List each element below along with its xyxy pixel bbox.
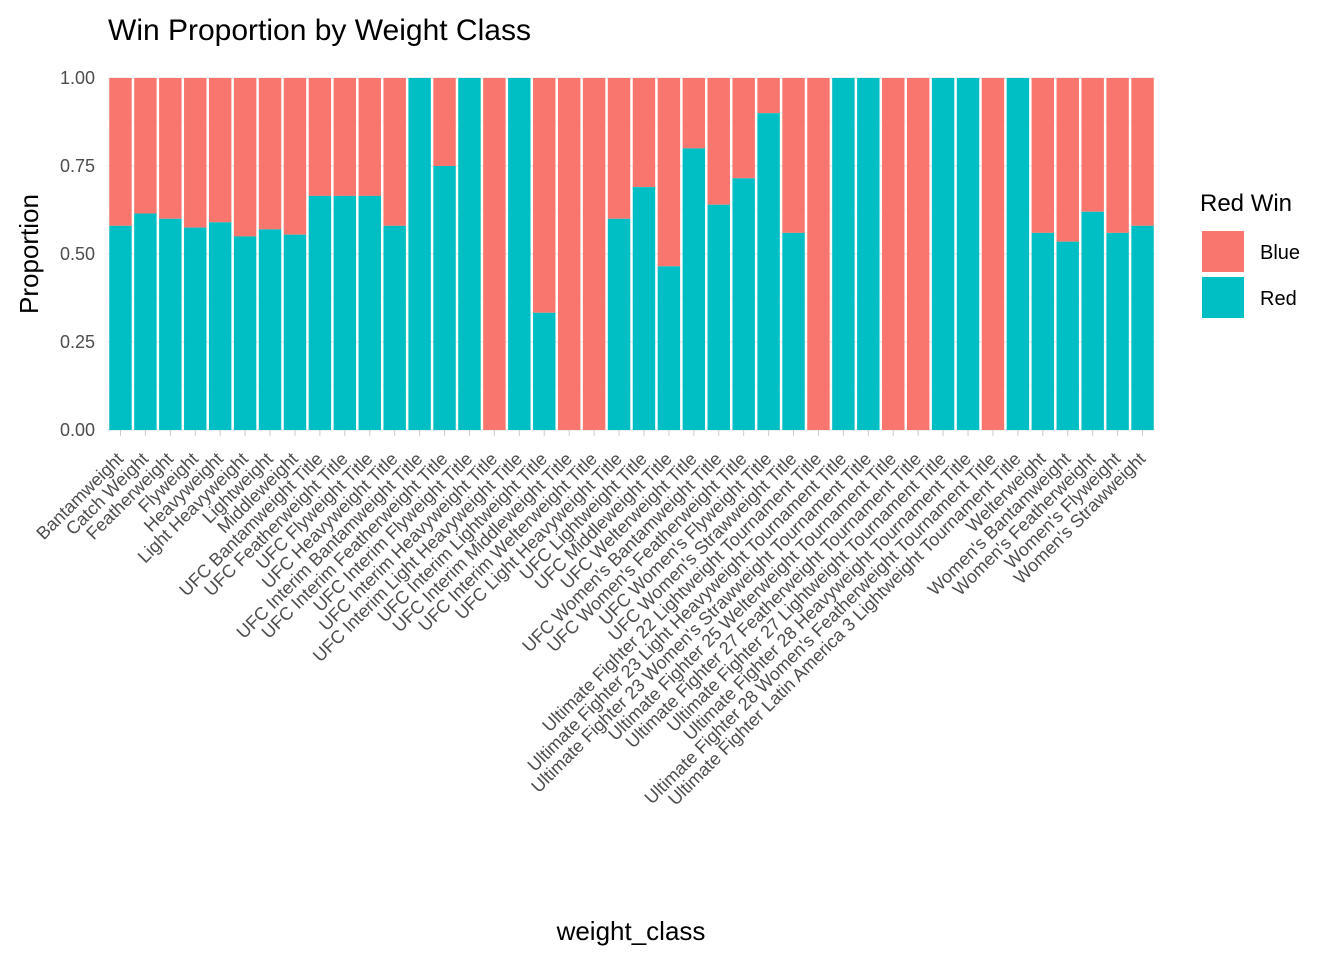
bar-segment-red (682, 148, 706, 430)
bar-segment-blue (533, 78, 556, 313)
bar-segment-blue (1106, 78, 1129, 233)
bar-segment-red (358, 195, 381, 430)
bar-segment-red (857, 78, 880, 430)
legend-key-blue (1202, 231, 1244, 272)
x-axis-title: weight_class (556, 916, 706, 946)
bar-segment-blue (757, 78, 780, 114)
bar-segment-blue (882, 78, 905, 430)
bar-segment-red (308, 195, 332, 430)
bar-segment-blue (433, 78, 456, 166)
bar-segment-blue (582, 78, 606, 430)
bars (109, 78, 1154, 430)
bar-segment-red (782, 232, 805, 430)
bar-segment-blue (109, 78, 132, 226)
y-tick-label: 1.00 (60, 68, 95, 88)
bar-segment-blue (208, 78, 232, 223)
bar-segment-red (134, 213, 157, 430)
bar-segment-blue (358, 78, 381, 196)
bar-segment-blue (607, 78, 631, 219)
bar-segment-blue (483, 78, 506, 430)
bar-segment-red (657, 266, 681, 430)
bar-segment-red (283, 234, 307, 430)
legend-label-blue: Blue (1260, 242, 1300, 264)
bar-segment-blue (1031, 78, 1055, 233)
bar-segment-red (707, 204, 730, 430)
bar-segment-red (433, 166, 456, 430)
legend: Red Win Blue Red (1200, 190, 1300, 318)
bar-segment-red (632, 187, 656, 430)
y-tick-label: 0.25 (60, 332, 95, 352)
bar-segment-blue (632, 78, 656, 188)
bar-segment-red (258, 229, 282, 430)
bar-segment-red (184, 227, 207, 430)
bar-segment-red (533, 312, 556, 430)
bar-segment-red (1031, 232, 1055, 430)
bar-segment-blue (906, 78, 930, 430)
bar-segment-blue (308, 78, 332, 196)
bar-segment-red (109, 225, 132, 430)
bar-segment-red (956, 78, 980, 430)
bar-segment-blue (383, 78, 406, 226)
y-axis-title: Proportion (14, 194, 44, 314)
y-axis: 0.00 0.25 0.50 0.75 1.00 (60, 68, 95, 440)
y-tick-label: 0.50 (60, 244, 95, 264)
bar-segment-blue (732, 78, 755, 179)
y-tick-label: 0.75 (60, 156, 95, 176)
bar-segment-red (607, 218, 631, 430)
bar-segment-red (757, 113, 780, 430)
bar-segment-blue (333, 78, 357, 196)
legend-label-red: Red (1260, 288, 1297, 310)
y-tick-label: 0.00 (60, 420, 95, 440)
bar-segment-blue (134, 78, 157, 214)
bar-segment-blue (807, 78, 830, 430)
bar-segment-red (458, 78, 481, 430)
bar-segment-blue (184, 78, 207, 228)
bar-segment-red (159, 218, 182, 430)
bar-segment-red (1131, 225, 1154, 430)
bar-segment-blue (682, 78, 706, 149)
bar-segment-blue (1081, 78, 1104, 212)
bar-segment-blue (657, 78, 681, 267)
bar-segment-blue (233, 78, 257, 237)
bar-segment-red (1006, 78, 1030, 430)
chart-title: Win Proportion by Weight Class (108, 14, 531, 47)
bar-segment-red (333, 195, 357, 430)
bar-segment-red (1081, 211, 1104, 430)
bar-segment-red (408, 78, 431, 430)
legend-key-red (1202, 277, 1244, 318)
bar-segment-blue (782, 78, 805, 233)
bar-segment-red (508, 78, 531, 430)
bar-segment-red (383, 225, 406, 430)
bar-segment-red (208, 222, 232, 430)
legend-title: Red Win (1200, 190, 1292, 217)
bar-segment-red (732, 178, 755, 430)
bar-segment-red (832, 78, 855, 430)
bar-segment-blue (159, 78, 182, 219)
bar-segment-blue (557, 78, 581, 430)
bar-segment-blue (283, 78, 307, 235)
bar-segment-blue (707, 78, 730, 205)
bar-segment-red (1106, 232, 1129, 430)
bar-segment-blue (1131, 78, 1154, 226)
bar-segment-blue (1056, 78, 1079, 242)
bar-segment-red (931, 78, 955, 430)
bar-segment-red (1056, 241, 1079, 430)
bar-segment-red (233, 236, 257, 430)
bar-segment-blue (981, 78, 1005, 430)
bar-segment-blue (258, 78, 282, 230)
